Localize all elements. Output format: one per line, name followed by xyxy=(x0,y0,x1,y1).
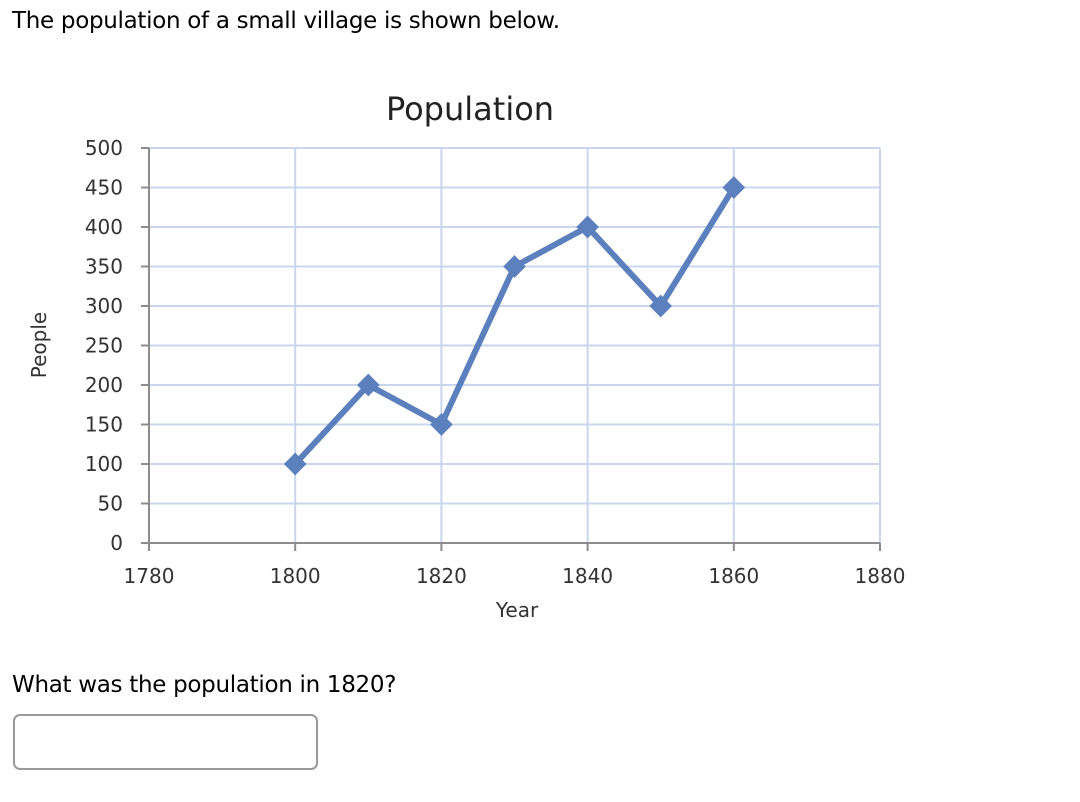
y-axis-label: People xyxy=(27,312,51,378)
data-point-marker xyxy=(356,373,380,397)
x-tick-label: 1800 xyxy=(270,564,321,588)
y-tick-label: 450 xyxy=(85,176,123,200)
y-tick-label: 350 xyxy=(85,255,123,279)
x-axis-label: Year xyxy=(495,598,539,622)
axes xyxy=(141,147,881,551)
gridlines xyxy=(149,147,881,543)
y-tick-label: 250 xyxy=(85,334,123,358)
y-tick-label: 0 xyxy=(110,531,123,555)
y-tick-label: 100 xyxy=(85,452,123,476)
x-tick-labels: 1780 1800 1820 1840 1860 1880 xyxy=(124,564,906,588)
y-tick-labels: 0 50 100 150 200 250 300 350 400 450 500 xyxy=(85,136,123,555)
y-tick-label: 150 xyxy=(85,413,123,437)
data-point-marker xyxy=(283,452,307,476)
prompt-text: The population of a small village is sho… xyxy=(12,8,560,34)
data-point-marker xyxy=(649,294,673,318)
y-tick-label: 50 xyxy=(98,492,123,516)
y-tick-label: 500 xyxy=(85,136,123,160)
population-chart: Population 0 50 100 150 200 250 300 350 400 450 50… xyxy=(27,90,906,622)
chart-title: Population xyxy=(386,90,554,128)
data-point-marker xyxy=(503,255,526,278)
x-tick-label: 1860 xyxy=(708,564,759,588)
x-tick-label: 1780 xyxy=(124,564,175,588)
data-point-marker xyxy=(430,413,453,436)
y-tick-label: 400 xyxy=(85,215,123,239)
x-tick-label: 1880 xyxy=(855,564,906,588)
x-tick-label: 1820 xyxy=(416,564,467,588)
x-tick-label: 1840 xyxy=(562,564,613,588)
data-markers xyxy=(283,176,746,476)
y-tick-label: 300 xyxy=(85,294,123,318)
population-line xyxy=(292,185,737,467)
y-tick-label: 200 xyxy=(85,373,123,397)
question-text: What was the population in 1820? xyxy=(12,672,397,698)
answer-input[interactable] xyxy=(13,714,318,770)
